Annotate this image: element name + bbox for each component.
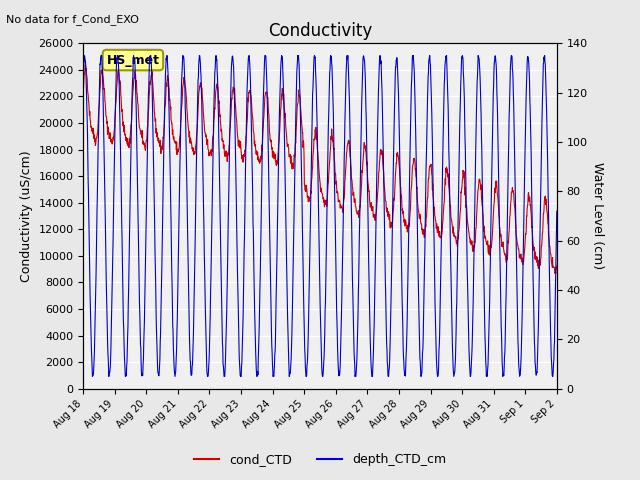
Text: HS_met: HS_met [106, 54, 159, 67]
Title: Conductivity: Conductivity [268, 22, 372, 40]
Y-axis label: Conductivity (uS/cm): Conductivity (uS/cm) [20, 150, 33, 282]
Text: No data for f_Cond_EXO: No data for f_Cond_EXO [6, 14, 140, 25]
Legend: cond_CTD, depth_CTD_cm: cond_CTD, depth_CTD_cm [189, 448, 451, 471]
Y-axis label: Water Level (cm): Water Level (cm) [591, 162, 604, 270]
